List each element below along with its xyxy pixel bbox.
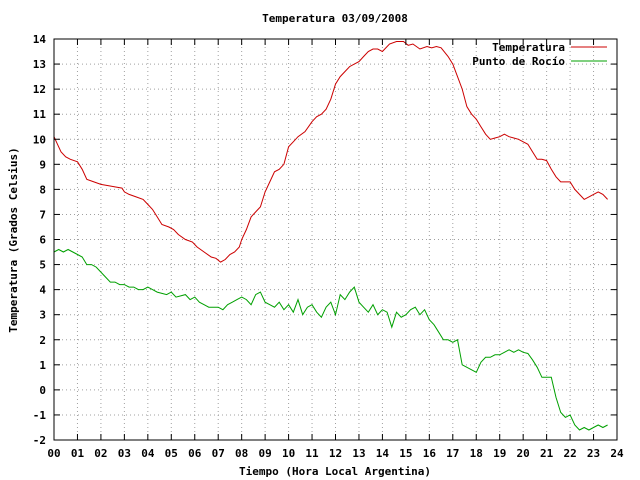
y-tick-label: 5 xyxy=(39,259,46,272)
x-tick-label: 07 xyxy=(212,447,225,460)
x-tick-label: 00 xyxy=(47,447,60,460)
series-line-temperatura xyxy=(53,41,608,263)
y-tick-label: 9 xyxy=(39,158,46,171)
y-tick-label: 6 xyxy=(39,234,46,247)
y-tick-label: 12 xyxy=(33,83,46,96)
y-tick-label: 1 xyxy=(39,359,46,372)
x-tick-label: 04 xyxy=(141,447,155,460)
x-tick-label: 05 xyxy=(165,447,178,460)
x-tick-label: 13 xyxy=(352,447,365,460)
x-tick-label: 20 xyxy=(517,447,530,460)
x-tick-label: 19 xyxy=(493,447,506,460)
x-tick-label: 03 xyxy=(118,447,131,460)
x-tick-label: 24 xyxy=(610,447,624,460)
x-tick-label: 17 xyxy=(446,447,459,460)
axis-ticks: 00 01 02 03 04 05 06 07 08 09 10 11 12 13 14 15 16 17 18 19… xyxy=(33,33,624,460)
y-tick-label: 4 xyxy=(39,284,46,297)
x-tick-label: 06 xyxy=(188,447,202,460)
chart-title: Temperatura 03/09/2008 xyxy=(262,12,408,25)
x-tick-label: 11 xyxy=(305,447,319,460)
y-tick-label: 13 xyxy=(33,58,46,71)
y-tick-label: 11 xyxy=(33,108,47,121)
x-tick-label: 12 xyxy=(329,447,342,460)
x-tick-label: 01 xyxy=(71,447,85,460)
x-axis-label: Tiempo (Hora Local Argentina) xyxy=(239,465,431,478)
y-tick-label: -2 xyxy=(33,434,46,447)
y-axis-label: Temperatura (Grados Celsius) xyxy=(7,147,20,332)
y-tick-label: 14 xyxy=(33,33,47,46)
y-tick-label: 8 xyxy=(39,183,46,196)
y-tick-label: -1 xyxy=(33,409,47,422)
y-tick-label: 7 xyxy=(39,208,46,221)
x-tick-label: 23 xyxy=(587,447,600,460)
y-tick-label: 2 xyxy=(39,334,46,347)
series-line-punto-de-rocio xyxy=(53,248,608,431)
x-tick-label: 21 xyxy=(540,447,554,460)
y-tick-label: 3 xyxy=(39,309,46,322)
series-lines xyxy=(53,41,608,431)
x-tick-label: 16 xyxy=(423,447,437,460)
y-tick-label: 0 xyxy=(39,384,46,397)
legend-label: Punto de Rocío xyxy=(472,55,565,68)
x-tick-label: 15 xyxy=(399,447,412,460)
x-tick-label: 22 xyxy=(563,447,576,460)
x-tick-label: 08 xyxy=(235,447,248,460)
x-tick-label: 18 xyxy=(470,447,483,460)
legend-label: Temperatura xyxy=(492,41,565,54)
x-tick-label: 14 xyxy=(376,447,390,460)
x-tick-label: 10 xyxy=(282,447,295,460)
y-tick-label: 10 xyxy=(33,133,46,146)
x-tick-label: 02 xyxy=(94,447,107,460)
x-tick-label: 09 xyxy=(259,447,272,460)
